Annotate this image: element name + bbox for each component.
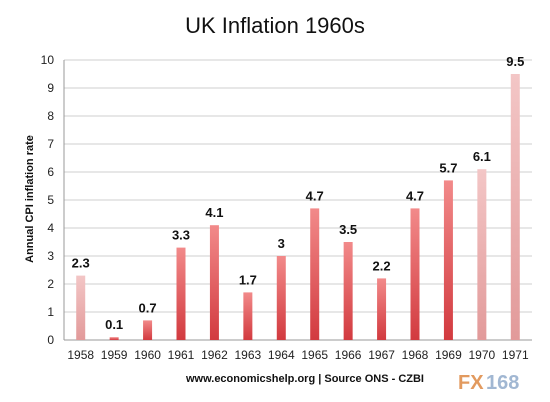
x-tick-label-1967: 1967 (368, 348, 395, 362)
x-tick-label-1961: 1961 (168, 348, 195, 362)
y-tick-label: 8 (47, 109, 54, 123)
bar-1969 (443, 180, 453, 340)
x-tick-label-1962: 1962 (201, 348, 228, 362)
y-tick-label: 3 (47, 249, 54, 263)
y-tick-labels: 0 1 2 3 4 5 6 7 8 9 10 (41, 53, 55, 347)
y-tick-label: 10 (41, 53, 55, 67)
source-note: www.economicshelp.org | Source ONS - CZB… (185, 373, 424, 385)
bar-1967 (377, 278, 387, 340)
bar-1970 (477, 169, 487, 340)
bar-1964 (276, 256, 286, 340)
data-labels: 2.3 0.1 0.7 3.3 4.1 1.7 3 4.7 3.5 2.2 4.7 5.7 6.1 9.5 (72, 54, 525, 332)
bars (76, 74, 520, 340)
x-tick-labels: 1958 1959 1960 1961 1962 1963 1964 1965 1966 1967… (67, 348, 529, 362)
y-tick-label: 1 (47, 305, 54, 319)
x-tick-label-1970: 1970 (469, 348, 496, 362)
data-label-1969: 5.7 (439, 160, 457, 175)
y-tick-label: 2 (47, 277, 54, 291)
x-tick-label-1958: 1958 (67, 348, 94, 362)
chart-title: UK Inflation 1960s (185, 13, 365, 38)
data-label-1966: 3.5 (339, 222, 357, 237)
y-tick-label: 4 (47, 221, 54, 235)
y-tick-label: 5 (47, 193, 54, 207)
bar-1961 (176, 247, 186, 340)
bar-1965 (310, 208, 320, 340)
x-tick-label-1963: 1963 (235, 348, 262, 362)
gridlines (63, 59, 532, 341)
bar-1962 (209, 225, 219, 340)
data-label-1971: 9.5 (506, 54, 524, 69)
bar-1960 (143, 320, 153, 340)
data-label-1959: 0.1 (105, 317, 123, 332)
y-tick-label: 0 (47, 333, 54, 347)
bar-1959 (109, 337, 119, 340)
y-tick-label: 6 (47, 165, 54, 179)
watermark-fx: FX (458, 372, 484, 394)
x-tick-label-1960: 1960 (134, 348, 161, 362)
bar-1971 (510, 74, 520, 340)
data-label-1970: 6.1 (473, 149, 491, 164)
data-label-1964: 3 (278, 236, 285, 251)
y-tick-label: 7 (47, 137, 54, 151)
x-tick-label-1966: 1966 (335, 348, 362, 362)
data-label-1961: 3.3 (172, 228, 190, 243)
x-tick-label-1969: 1969 (435, 348, 462, 362)
data-label-1958: 2.3 (72, 256, 90, 271)
data-label-1968: 4.7 (406, 188, 424, 203)
data-label-1960: 0.7 (139, 300, 157, 315)
y-tick-label: 9 (47, 81, 54, 95)
bar-1963 (243, 292, 253, 340)
data-label-1962: 4.1 (205, 205, 223, 220)
x-tick-label-1971: 1971 (502, 348, 529, 362)
x-tick-label-1959: 1959 (101, 348, 128, 362)
bar-1968 (410, 208, 420, 340)
x-tick-label-1965: 1965 (301, 348, 328, 362)
bar-1958 (76, 275, 86, 340)
y-axis-label: Annual CPI inflation rate (24, 135, 36, 263)
data-label-1963: 1.7 (239, 272, 257, 287)
x-tick-label-1968: 1968 (402, 348, 429, 362)
watermark-168: 168 (486, 372, 519, 394)
bar-1966 (343, 242, 353, 340)
x-tick-label-1964: 1964 (268, 348, 295, 362)
data-label-1967: 2.2 (373, 258, 391, 273)
data-label-1965: 4.7 (306, 188, 324, 203)
fx168-watermark-logo: FX 168 (458, 372, 519, 394)
